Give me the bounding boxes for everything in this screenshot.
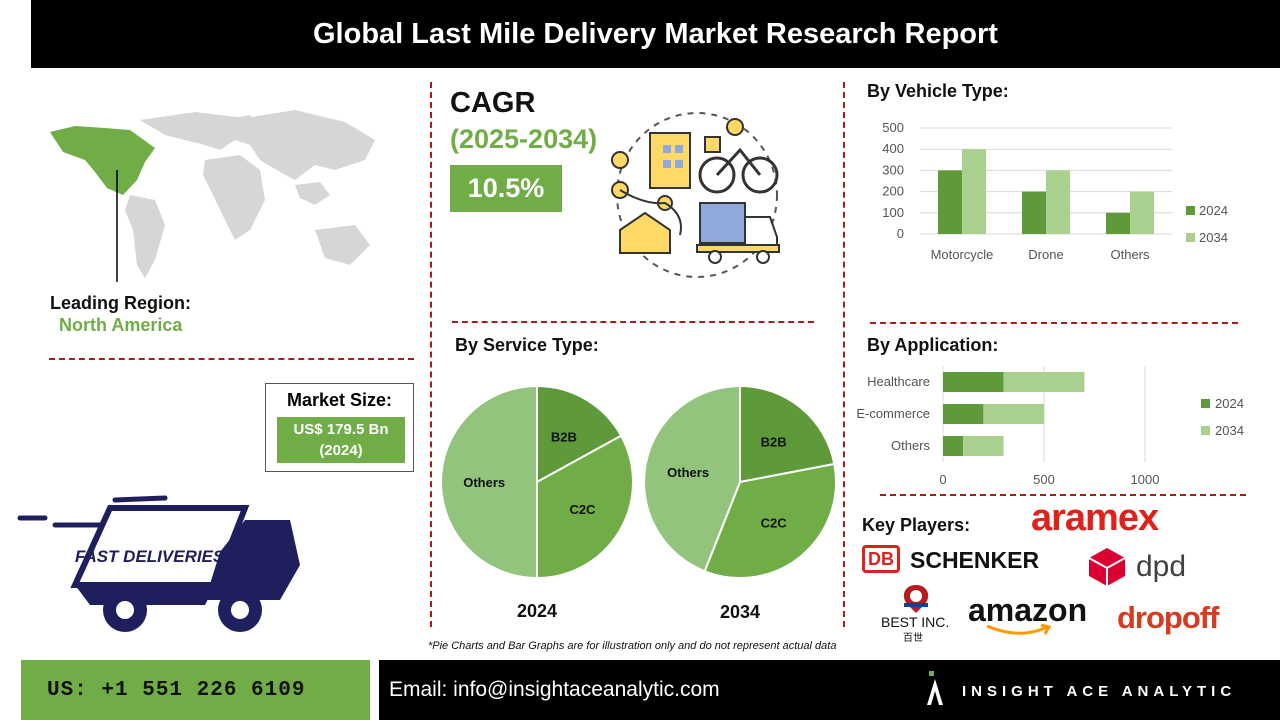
market-size-label: Market Size: [286,390,393,410]
leading-region-label: Leading Region: [50,293,191,313]
y-tick-label: 200 [882,184,904,199]
world-map [50,110,375,282]
cagr-label: CAGR [450,87,536,119]
legend-swatch-2024 [1186,206,1195,215]
page-title: Global Last Mile Delivery Market Researc… [31,0,1280,68]
divider [430,82,432,627]
cagr-period: (2025-2034) [450,124,598,154]
y-tick-label: 300 [882,162,904,177]
schenker-logo: SCHENKER [910,547,1040,573]
pie-label-others: Others [667,465,709,480]
legend-label-2034: 2034 [1215,423,1244,438]
legend-label-2024: 2024 [1215,396,1244,411]
legend-label-2034: 2034 [1199,230,1228,245]
bar-others-2034 [1130,191,1154,234]
pie-2024-title: 2024 [517,601,557,621]
vehicle-type-heading: By Vehicle Type: [867,81,1009,101]
y-category-label: E-commerce [856,406,930,421]
dpd-cube-icon [1088,548,1126,586]
best-inc-subtitle: 百世 [903,633,923,644]
bar-drone-2024 [1022,191,1046,234]
bar-e-commerce-2024 [943,404,984,424]
legend-swatch-2034 [1186,233,1195,242]
x-tick-label: 0 [939,472,946,487]
y-category-label: Others [891,438,931,453]
legend-swatch-2024 [1201,399,1210,408]
divider [880,494,1246,496]
bar-healthcare-2024 [943,372,1004,392]
best-inc-icon [903,585,929,613]
email-contact[interactable]: Email: info@insightaceanalytic.com [379,660,1280,720]
y-tick-label: 400 [882,141,904,156]
divider [49,358,414,360]
legend-swatch-2034 [1201,426,1210,435]
divider [843,82,845,627]
amazon-logo: amazon [968,592,1088,628]
db-logo-icon: DB [862,545,900,573]
cagr-value: 10.5% [450,165,562,212]
insight-ace-logo-icon [927,671,943,705]
y-tick-label: 100 [882,205,904,220]
vehicle-type-bar-chart: 0 100 200 300 400 500 Motorcycle Drone Others 202… [882,120,1228,262]
bar-motorcycle-2034 [962,149,986,234]
market-size-box: Market Size: US$ 179.5 Bn (2024) [265,383,414,472]
leading-region-value: North America [59,315,183,335]
fast-deliveries-truck-logo: FAST DELIVERIES [17,495,300,632]
pie-2034-title: 2034 [720,602,760,622]
fast-deliveries-text: FAST DELIVERIES [75,547,225,566]
amazon-smile-icon [986,624,1052,635]
x-category-label: Others [1110,247,1150,262]
x-category-label: Drone [1028,247,1063,262]
pie-slice-c2c [703,462,837,579]
pie-slice-b2b [739,384,836,484]
dropoff-logo: dropoff [1117,600,1219,635]
bar-others-2024 [1106,212,1130,234]
pie-slice-c2c [536,434,634,580]
x-category-label: Motorcycle [931,247,994,262]
bar-healthcare-2034 [1003,372,1085,392]
pie-label-b2b: B2B [761,434,787,449]
bar-others-2024 [943,436,964,456]
market-size-year: (2024) [319,442,363,459]
application-bar-chart: 0 500 1000 Healthcare E-commerce Others 2024 20… [856,366,1244,487]
north-america-shape [50,126,155,195]
bar-e-commerce-2034 [983,404,1044,424]
key-players-heading: Key Players: [862,515,971,535]
phone-contact[interactable]: US: +1 551 226 6109 [21,660,370,720]
pie-slice-b2b [536,384,623,484]
delivery-illustration-icon [611,112,780,278]
y-tick-label: 0 [897,226,904,241]
pie-slice-others [643,384,741,573]
market-size-value: US$ 179.5 Bn [293,421,389,438]
application-heading: By Application: [867,335,999,355]
bar-drone-2034 [1046,170,1070,234]
pie-label-others: Others [463,475,505,490]
aramex-logo: aramex [1031,497,1159,539]
legend-label-2024: 2024 [1199,203,1228,218]
service-type-pie-charts: B2B C2C Others B2B C2C Others 2024 2034 [440,384,837,622]
service-type-heading: By Service Type: [455,335,599,355]
best-inc-logo: BEST INC. [881,614,950,630]
divider [452,321,814,323]
bar-others-2034 [963,436,1004,456]
market-size-value-box: US$ 179.5 Bn (2024) [277,417,405,463]
pie-label-c2c: C2C [569,502,596,517]
x-tick-label: 500 [1033,472,1055,487]
pie-label-b2b: B2B [551,430,577,445]
pie-slice-others [440,384,538,580]
x-tick-label: 1000 [1131,472,1160,487]
pie-label-c2c: C2C [761,516,788,531]
y-tick-label: 500 [882,120,904,135]
brand-name: INSIGHT ACE ANALYTIC [962,683,1237,700]
dpd-logo: dpd [1136,550,1187,583]
bar-motorcycle-2024 [938,170,962,234]
disclaimer-note: *Pie Charts and Bar Graphs are for illus… [428,640,837,652]
y-category-label: Healthcare [867,374,930,389]
divider [870,322,1238,324]
